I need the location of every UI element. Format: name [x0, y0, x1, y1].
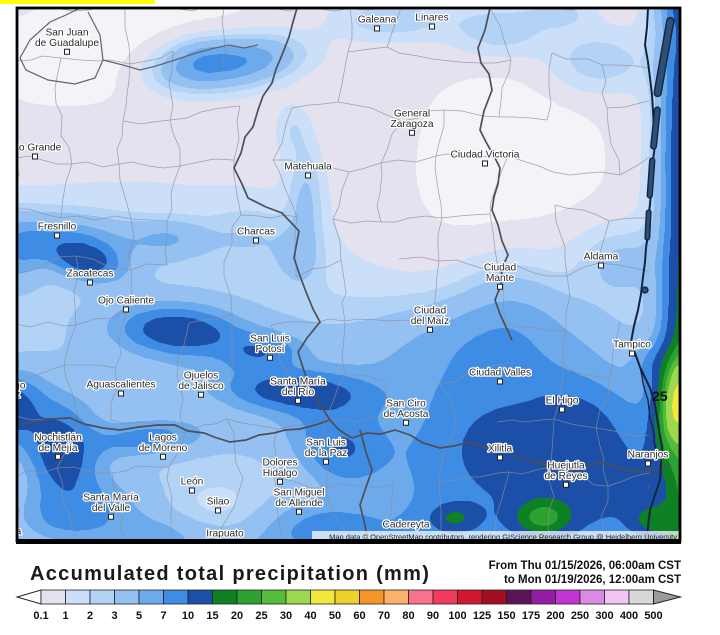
svg-text:30: 30: [280, 610, 292, 622]
svg-text:Naranjos: Naranjos: [628, 450, 669, 461]
svg-text:Accumulated total precipitatio: Accumulated total precipitation (mm): [30, 563, 430, 585]
svg-text:San Juan: San Juan: [45, 27, 88, 38]
svg-text:de la Paz: de la Paz: [305, 448, 347, 459]
svg-text:5: 5: [136, 610, 142, 622]
svg-text:Zaragoza: Zaragoza: [390, 119, 433, 130]
svg-text:de Acosta: de Acosta: [384, 409, 429, 420]
svg-text:90: 90: [427, 610, 439, 622]
svg-text:Aguascalientes: Aguascalientes: [86, 380, 155, 391]
svg-text:50: 50: [329, 610, 341, 622]
svg-text:de Allende: de Allende: [275, 498, 323, 509]
svg-text:175: 175: [522, 610, 540, 622]
svg-text:80: 80: [402, 610, 414, 622]
svg-text:150: 150: [497, 610, 515, 622]
svg-text:Galeana: Galeana: [358, 15, 397, 26]
svg-text:de Reyes: de Reyes: [544, 471, 587, 482]
svg-text:70: 70: [378, 610, 390, 622]
svg-text:Hidalgo: Hidalgo: [263, 468, 298, 479]
svg-text:Aldama: Aldama: [584, 252, 619, 263]
svg-text:León: León: [181, 477, 204, 488]
svg-text:Fresnillo: Fresnillo: [38, 222, 77, 233]
svg-text:to Mon 01/19/2026, 12:00am CST: to Mon 01/19/2026, 12:00am CST: [504, 574, 681, 586]
svg-text:Lagos: Lagos: [149, 432, 177, 443]
svg-text:Ciudad: Ciudad: [414, 305, 447, 316]
svg-text:Santa María: Santa María: [83, 492, 139, 503]
svg-text:de Guadalupe: de Guadalupe: [35, 38, 99, 49]
svg-text:300: 300: [595, 610, 613, 622]
svg-text:40: 40: [304, 610, 316, 622]
svg-text:Ciudad Victoria: Ciudad Victoria: [451, 150, 520, 161]
svg-text:Santa María: Santa María: [270, 376, 326, 387]
svg-text:del Río: del Río: [282, 387, 315, 398]
svg-text:15: 15: [206, 610, 218, 622]
svg-text:200: 200: [546, 610, 564, 622]
svg-text:10: 10: [182, 610, 194, 622]
svg-text:1: 1: [62, 610, 68, 622]
svg-text:0.1: 0.1: [33, 610, 48, 622]
svg-text:Dolores: Dolores: [262, 457, 297, 468]
svg-text:100: 100: [448, 610, 466, 622]
svg-text:125: 125: [473, 610, 491, 622]
svg-text:Zacatecas: Zacatecas: [67, 269, 114, 280]
svg-text:Río Grande: Río Grande: [9, 143, 62, 154]
svg-text:60: 60: [353, 610, 365, 622]
svg-text:de Jalisco: de Jalisco: [178, 381, 224, 392]
svg-text:Ciudad: Ciudad: [484, 262, 517, 273]
svg-text:San Ciro: San Ciro: [386, 398, 426, 409]
svg-text:Xilitla: Xilitla: [488, 444, 513, 455]
svg-text:Charcas: Charcas: [237, 227, 275, 238]
svg-text:500: 500: [644, 610, 662, 622]
svg-text:de Moreno: de Moreno: [139, 443, 188, 454]
svg-text:Matehuala: Matehuala: [284, 162, 332, 173]
svg-text:ngo: ngo: [9, 381, 26, 392]
svg-text:25: 25: [255, 610, 267, 622]
svg-text:Potosí: Potosí: [256, 344, 285, 355]
svg-text:Linares: Linares: [415, 13, 448, 24]
svg-text:Mante: Mante: [486, 273, 515, 284]
svg-text:San Luis: San Luis: [306, 437, 346, 448]
svg-text:ara: ara: [7, 527, 22, 538]
svg-text:General: General: [394, 108, 430, 119]
svg-text:2: 2: [87, 610, 93, 622]
svg-text:Map data © OpenStreetMap contr: Map data © OpenStreetMap contributors, r…: [329, 533, 677, 542]
svg-text:400: 400: [620, 610, 638, 622]
svg-text:Nochistlán: Nochistlán: [34, 432, 82, 443]
svg-text:de Mejía: de Mejía: [38, 443, 77, 454]
svg-text:Tampico: Tampico: [613, 340, 651, 351]
svg-text:Irapuato: Irapuato: [206, 529, 244, 540]
svg-text:3: 3: [111, 610, 117, 622]
svg-text:San Miguel: San Miguel: [274, 487, 325, 498]
svg-text:7: 7: [160, 610, 166, 622]
svg-text:del Maíz: del Maíz: [411, 316, 450, 327]
svg-text:Cadereyta: Cadereyta: [382, 520, 429, 531]
svg-text:Huejutla: Huejutla: [547, 460, 585, 471]
svg-text:Ojo Caliente: Ojo Caliente: [98, 296, 154, 307]
svg-text:del Valle: del Valle: [92, 503, 131, 514]
svg-text:Ciudad Valles: Ciudad Valles: [469, 368, 531, 379]
svg-text:250: 250: [571, 610, 589, 622]
svg-text:El Higo: El Higo: [546, 396, 579, 407]
svg-text:Silao: Silao: [207, 497, 230, 508]
svg-text:From Thu 01/15/2026, 06:00am C: From Thu 01/15/2026, 06:00am CST: [489, 560, 681, 572]
svg-text:20: 20: [231, 610, 243, 622]
svg-text:Ojuelos: Ojuelos: [184, 370, 219, 381]
svg-text:25: 25: [652, 388, 668, 404]
svg-text:San Luis: San Luis: [250, 333, 290, 344]
